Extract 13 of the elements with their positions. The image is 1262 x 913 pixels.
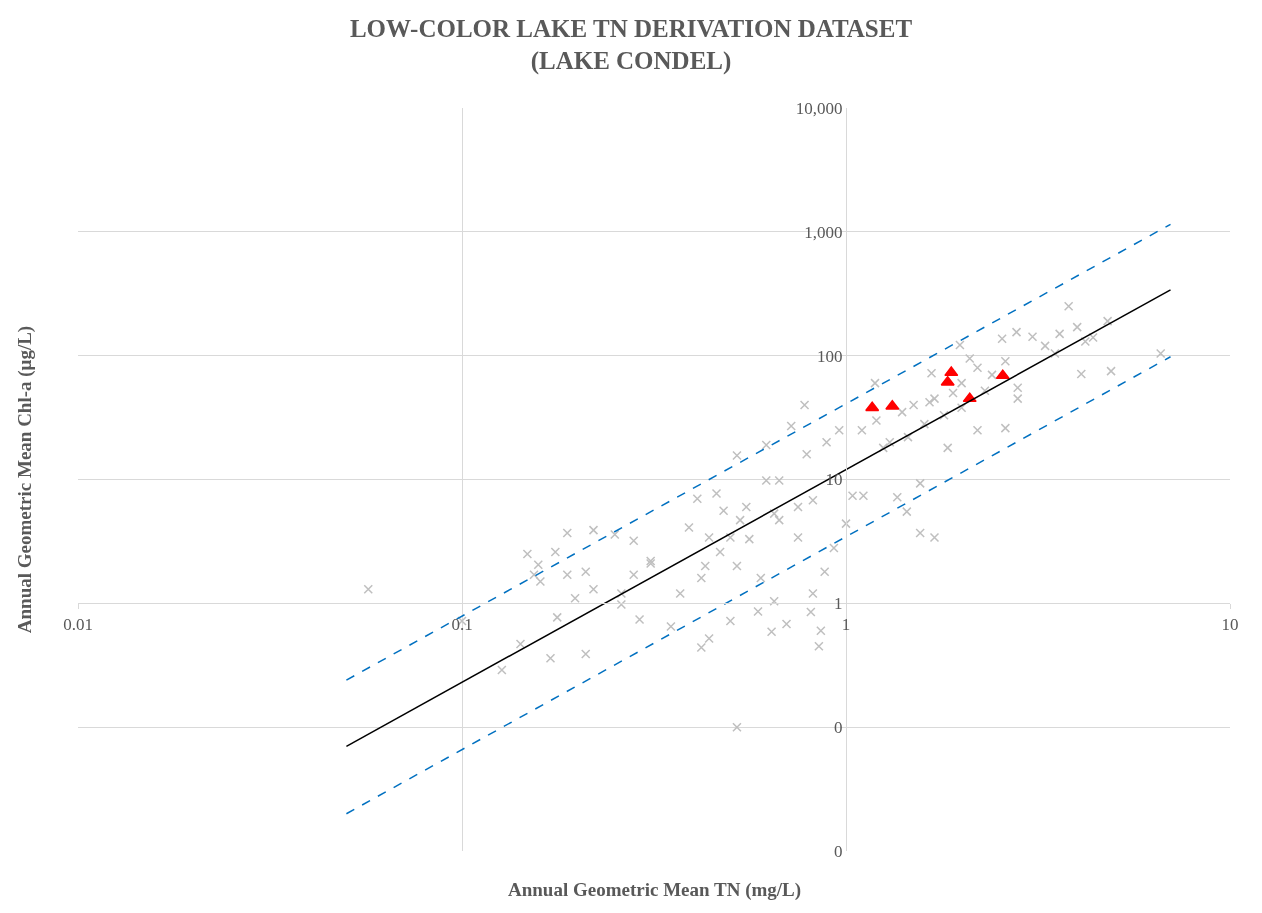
y-tick-label: 0 [834,718,843,738]
y-tick-label: 1,000 [804,222,843,242]
x-tick-label: 10 [1221,614,1239,634]
y-axis-title: Annual Geometric Mean Chl-a (μg/L) [14,325,37,634]
y-tick-label: 10 [825,470,843,490]
y-tick-label: 1 [834,594,843,614]
y-tick-label: 0 [834,841,843,861]
chart-title: LOW-COLOR LAKE TN DERIVATION DATASET (LAKE CONDEL) [349,14,913,76]
y-tick-label: 100 [817,346,843,366]
x-tick-label: 0.1 [451,614,473,634]
y-tick-label: 10,000 [795,98,843,118]
x-axis-title: Annual Geometric Mean TN (mg/L) [508,879,802,901]
x-tick-label: 0.01 [63,614,93,634]
